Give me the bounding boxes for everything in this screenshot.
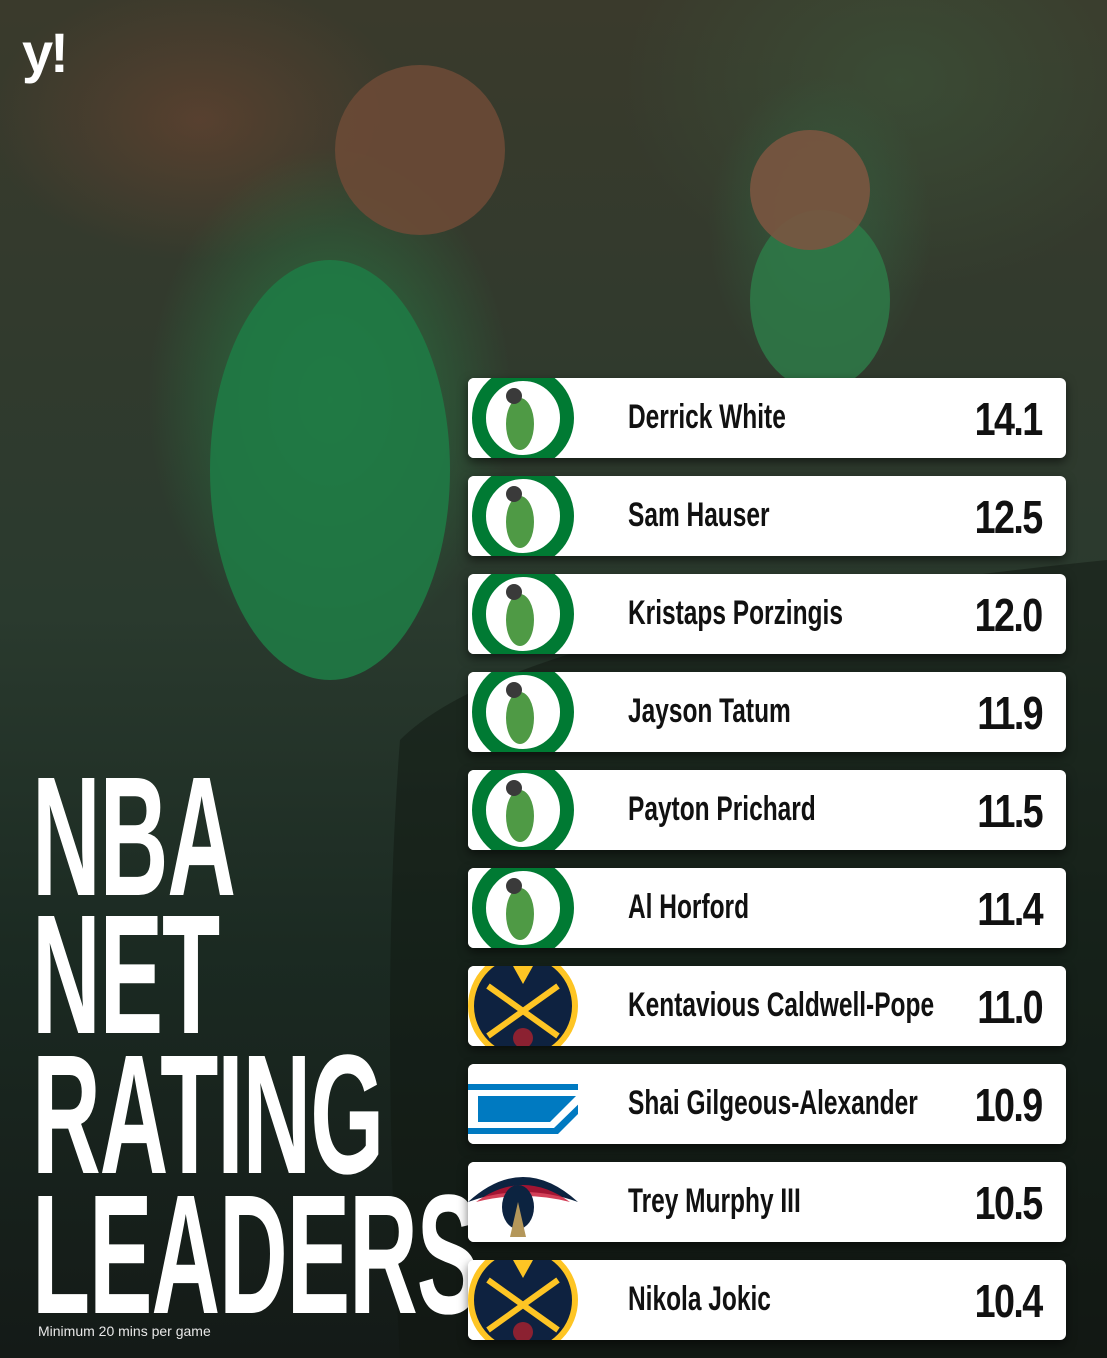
net-rating: 14.1 <box>975 393 1043 445</box>
net-rating: 10.4 <box>975 1275 1043 1327</box>
ranking-row: Sam Hauser 12.5 <box>468 476 1066 556</box>
player-name: Payton Prichard <box>628 790 816 828</box>
team-logo <box>468 966 578 1046</box>
title-line: LEADERS <box>32 1160 480 1350</box>
team-logo <box>468 1162 578 1242</box>
player-name: Al Horford <box>628 888 750 926</box>
brand-logo: y! <box>22 21 69 84</box>
ranking-row: Nikola Jokic 10.4 <box>468 1260 1066 1340</box>
player-name: Trey Murphy III <box>628 1182 801 1220</box>
player-name: Kentavious Caldwell-Pope <box>628 986 935 1024</box>
team-logo <box>468 476 578 556</box>
footnote: Minimum 20 mins per game <box>38 1323 211 1339</box>
ranking-row: Derrick White 14.1 <box>468 378 1066 458</box>
ranking-row: Shai Gilgeous-Alexander 10.9 <box>468 1064 1066 1144</box>
ranking-row: Kentavious Caldwell-Pope 11.0 <box>468 966 1066 1046</box>
ranking-row: Payton Prichard 11.5 <box>468 770 1066 850</box>
title-line: NBA <box>32 742 236 932</box>
title-line: RATING <box>32 1020 384 1210</box>
player-name: Shai Gilgeous-Alexander <box>628 1084 918 1122</box>
net-rating: 10.9 <box>975 1079 1043 1131</box>
net-rating: 12.5 <box>975 491 1043 543</box>
team-logo <box>468 378 578 458</box>
player-name: Jayson Tatum <box>628 692 791 730</box>
team-logo <box>468 574 578 654</box>
net-rating: 11.4 <box>977 883 1043 935</box>
player-name: Derrick White <box>628 398 786 436</box>
team-logo <box>468 770 578 850</box>
title-line: NET <box>32 880 220 1070</box>
team-logo <box>468 1064 578 1144</box>
ranking-row: Trey Murphy III 10.5 <box>468 1162 1066 1242</box>
net-rating: 11.9 <box>977 687 1043 739</box>
team-logo <box>468 672 578 752</box>
net-rating: 11.0 <box>977 981 1043 1033</box>
ranking-row: Al Horford 11.4 <box>468 868 1066 948</box>
ranking-row: Kristaps Porzingis 12.0 <box>468 574 1066 654</box>
net-rating: 10.5 <box>975 1177 1043 1229</box>
player-name: Sam Hauser <box>628 496 770 534</box>
ranking-row: Jayson Tatum 11.9 <box>468 672 1066 752</box>
net-rating: 12.0 <box>975 589 1043 641</box>
team-logo <box>468 1260 578 1340</box>
net-rating: 11.5 <box>977 785 1043 837</box>
player-name: Nikola Jokic <box>628 1280 771 1318</box>
team-logo <box>468 868 578 948</box>
player-name: Kristaps Porzingis <box>628 594 843 632</box>
